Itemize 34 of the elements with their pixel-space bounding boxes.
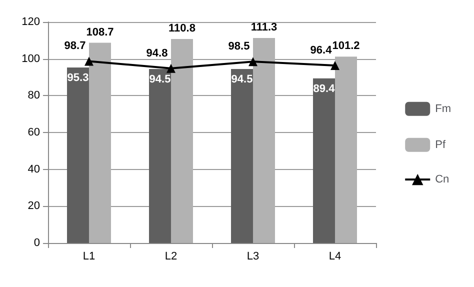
data-label: 94.8: [146, 47, 168, 60]
data-label: 111.3: [250, 22, 278, 34]
data-label: 110.8: [168, 22, 196, 34]
bar: [253, 38, 275, 243]
x-tick-label: L3: [246, 250, 260, 262]
x-tick-label: L2: [164, 250, 178, 262]
legend-label: Cn: [435, 174, 450, 186]
y-tick-label: 100: [22, 52, 40, 65]
data-label: 108.7: [86, 26, 114, 38]
bar: [231, 68, 253, 243]
data-label: 96.4: [310, 44, 333, 56]
y-tick-label: 40: [28, 163, 40, 176]
data-label: 95.3: [67, 72, 89, 84]
bar: [313, 78, 335, 243]
y-tick-label: 80: [28, 90, 40, 102]
bar: [89, 42, 111, 243]
data-label: 98.7: [64, 40, 86, 52]
bar: [149, 68, 171, 243]
y-tick-label: 60: [28, 126, 40, 138]
legend-label: Fm: [435, 102, 452, 115]
y-tick-label: 0: [34, 237, 40, 249]
data-label: 98.5: [228, 40, 250, 53]
bar: [335, 56, 357, 243]
data-label: 94.5: [231, 73, 253, 86]
bar: [171, 38, 193, 243]
bar: [67, 67, 89, 243]
x-tick-label: L4: [328, 250, 342, 262]
x-tick-label: L1: [82, 250, 96, 262]
legend-label: Pf: [435, 138, 446, 151]
data-label: 101.2: [332, 40, 360, 52]
y-tick-label: 120: [22, 16, 40, 28]
data-label: 94.5: [149, 73, 171, 86]
y-tick-label: 20: [28, 200, 40, 212]
data-label: 89.4: [313, 82, 336, 95]
